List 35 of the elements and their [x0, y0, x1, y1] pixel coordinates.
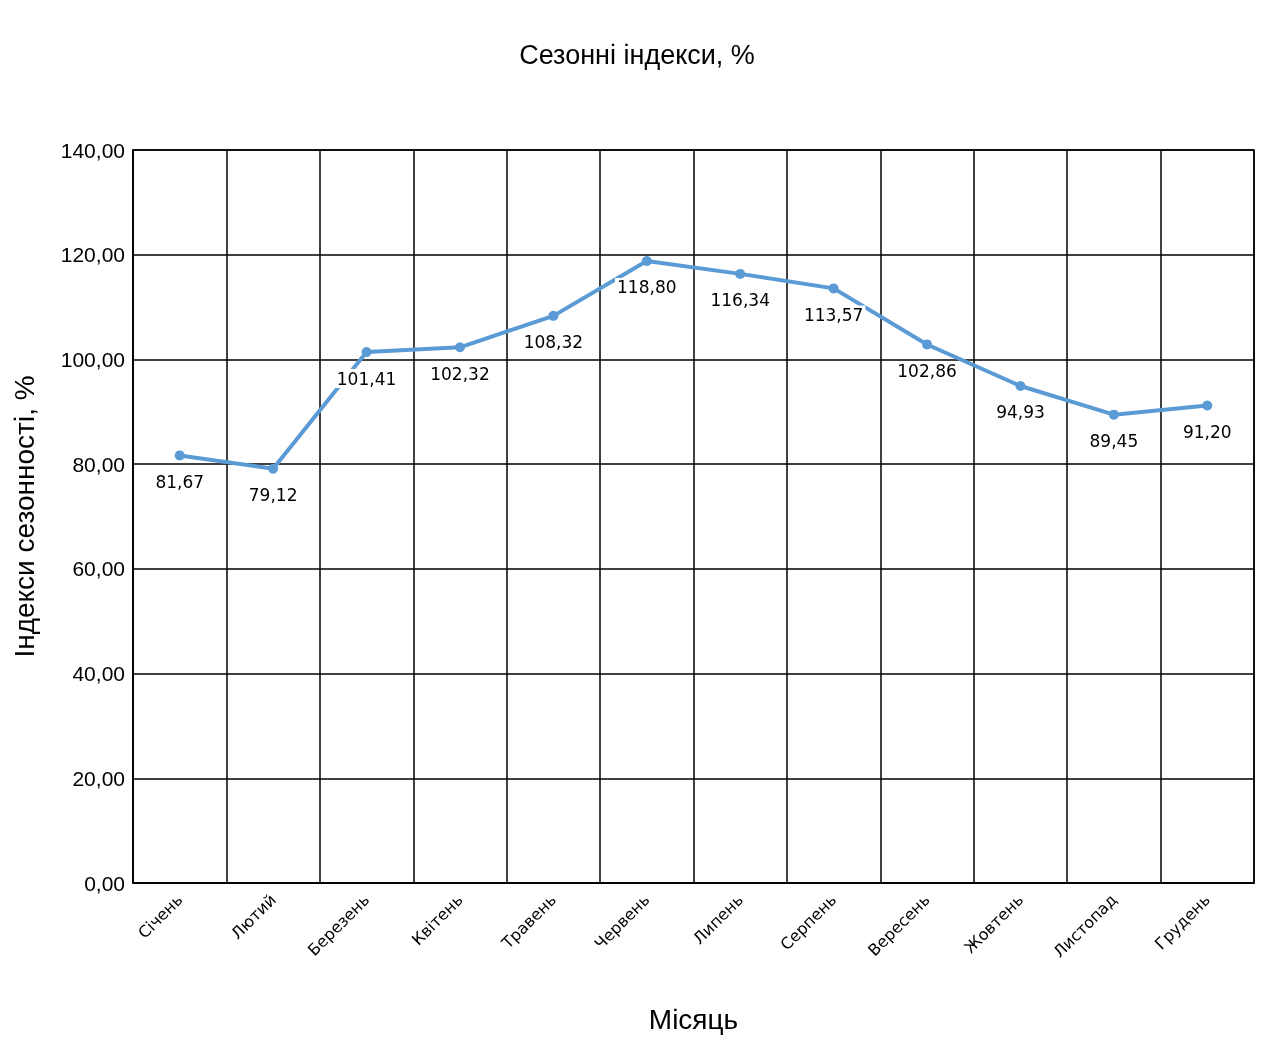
point	[1202, 400, 1213, 411]
point	[454, 342, 465, 353]
y-tick-label: 140,00	[60, 138, 125, 162]
data-label: 118,80	[617, 277, 677, 298]
y-tick-label: 120,00	[60, 243, 125, 267]
point	[174, 450, 185, 461]
data-label: 113,57	[803, 304, 864, 325]
y-tick-label: 40,00	[72, 662, 125, 686]
point	[268, 463, 279, 474]
point	[548, 310, 559, 321]
y-axis-title: Індекси сезонності, %	[8, 375, 40, 658]
y-tick-label: 0,00	[84, 871, 125, 895]
data-label: 108,32	[523, 332, 584, 353]
data-label: 101,41	[336, 368, 397, 389]
point	[641, 256, 652, 266]
point	[922, 339, 933, 350]
data-label: 102,86	[897, 360, 957, 381]
point	[1108, 409, 1119, 420]
x-axis-title: Місяць	[648, 1003, 739, 1035]
data-label: 116,34	[710, 290, 770, 311]
data-label: 102,32	[430, 363, 490, 384]
data-label: 91,20	[1182, 422, 1232, 442]
y-tick-label: 60,00	[72, 557, 125, 581]
point	[361, 347, 372, 358]
data-label: 94,93	[996, 402, 1045, 423]
y-tick-label: 20,00	[72, 766, 125, 790]
point	[1015, 380, 1026, 391]
y-tick-label: 100,00	[60, 347, 125, 371]
data-label: 79,12	[248, 485, 298, 506]
chart-title: Сезонні індекси, %	[519, 39, 755, 70]
data-label: 81,67	[155, 471, 205, 492]
point	[828, 283, 839, 294]
point	[735, 268, 746, 279]
y-tick-label: 80,00	[72, 452, 125, 476]
data-label: 89,45	[1089, 431, 1139, 452]
